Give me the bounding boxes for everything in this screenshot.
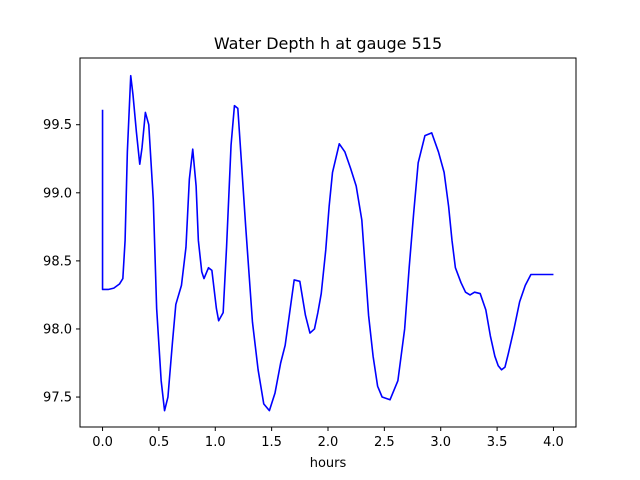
y-tick-label: 98.0 [43,322,72,337]
series-layer [101,74,554,412]
y-tick-label: 97.5 [43,391,72,406]
x-tick-label: 2.0 [318,435,339,450]
x-tick-label: 3.0 [430,435,451,450]
x-tick-label: 0.5 [149,435,170,450]
x-axis-label: hours [310,456,347,471]
x-tick-label: 2.5 [374,435,395,450]
x-axis-ticks: 0.0 0.5 1.0 1.5 2.0 2.5 3.0 3.5 4.0 [92,427,564,450]
y-tick-label: 99.0 [43,186,72,201]
series-line-0 [101,74,554,412]
y-tick-label: 98.5 [43,254,72,269]
x-tick-label: 0.0 [92,435,113,450]
x-tick-label: 3.5 [487,435,508,450]
x-tick-label: 4.0 [543,435,564,450]
x-tick-label: 1.5 [261,435,282,450]
y-tick-label: 99.5 [43,118,72,133]
plot-area [80,58,576,427]
chart-title: Water Depth h at gauge 515 [214,34,442,53]
x-tick-label: 1.0 [205,435,226,450]
y-axis-ticks: 97.5 98.0 98.5 99.0 99.5 [43,118,80,406]
